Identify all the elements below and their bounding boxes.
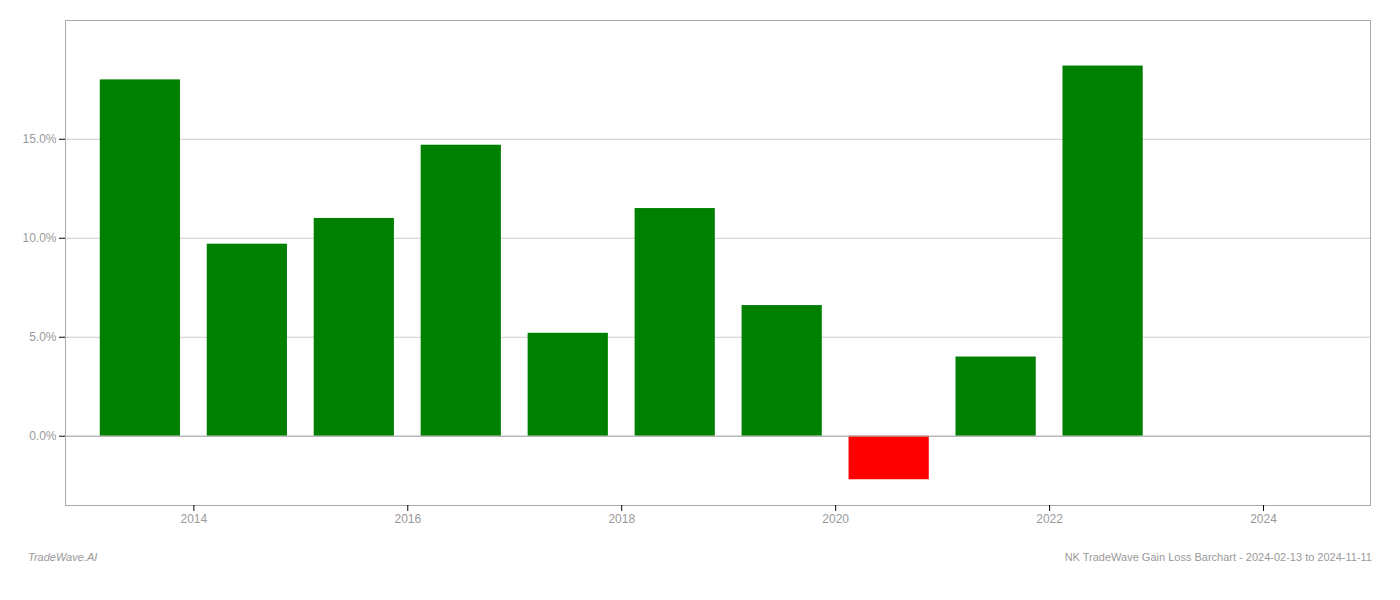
html-text:NK TradeWave Gain Loss Barchar: NK TradeWave Gain Loss Barchart - 2024-0… <box>1064 551 1372 563</box>
html-text:TradeWave.AI: TradeWave.AI <box>28 551 98 563</box>
svg-text:2022: 2022 <box>1036 512 1063 526</box>
svg-text:10.0%: 10.0% <box>22 231 56 245</box>
svg-text:2016: 2016 <box>394 512 421 526</box>
svg-text:2020: 2020 <box>822 512 849 526</box>
svg-text:2018: 2018 <box>608 512 635 526</box>
svg-text:2014: 2014 <box>181 512 208 526</box>
svg-text:2024: 2024 <box>1250 512 1277 526</box>
svg-text:15.0%: 15.0% <box>22 132 56 146</box>
svg-text:5.0%: 5.0% <box>29 330 57 344</box>
svg-text:0.0%: 0.0% <box>29 429 57 443</box>
